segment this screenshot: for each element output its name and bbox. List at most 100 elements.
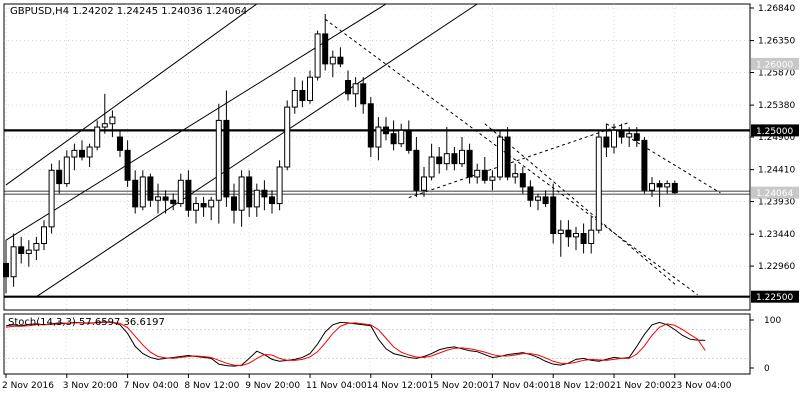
time-axis: 2 Nov 2016 3 Nov 20:00 7 Nov 04:00 8 Nov 12… xyxy=(2,374,732,391)
candle-body-bearish xyxy=(466,149,473,178)
candle-body-bullish xyxy=(664,183,671,188)
candle xyxy=(139,170,146,211)
candle xyxy=(390,120,397,151)
candle xyxy=(398,123,405,148)
candle-body-bearish xyxy=(269,196,275,205)
candle xyxy=(459,137,465,167)
candle-body-bullish xyxy=(588,229,595,244)
candle xyxy=(276,160,283,211)
candle-body-bearish xyxy=(405,129,412,151)
candle xyxy=(649,176,655,197)
candle-body-bullish xyxy=(611,129,617,148)
candle-body-bearish xyxy=(337,56,344,65)
candle-body-bullish xyxy=(375,126,382,148)
candle-body-bearish xyxy=(633,133,640,141)
candle xyxy=(413,137,420,197)
candle xyxy=(200,196,207,217)
price-tick-label: 1.23440 xyxy=(758,230,795,240)
candle-body-bearish xyxy=(124,149,131,181)
candle-body-bullish xyxy=(208,199,215,208)
candle xyxy=(436,147,443,174)
candle xyxy=(261,180,268,211)
candle xyxy=(337,47,344,68)
candle-body-bearish xyxy=(413,149,420,191)
candle-body-bullish xyxy=(238,176,245,211)
candle xyxy=(170,193,177,211)
price-label-text: 1.26000 xyxy=(756,60,793,70)
candle xyxy=(185,170,192,217)
candle xyxy=(109,110,116,138)
candle xyxy=(25,240,32,267)
candle-body-bearish xyxy=(56,169,63,185)
candle xyxy=(177,173,184,207)
candle xyxy=(550,183,557,244)
candle xyxy=(664,180,671,194)
time-tick-label: 14 Nov 12:00 xyxy=(367,381,428,391)
candle-body-bearish xyxy=(162,196,169,201)
time-tick-label: 18 Nov 12:00 xyxy=(549,381,610,391)
candle xyxy=(352,77,359,108)
candle xyxy=(147,173,154,207)
candle xyxy=(367,97,374,157)
candle-body-bearish xyxy=(117,136,123,151)
candle xyxy=(512,163,519,184)
candle-body-bearish xyxy=(481,169,488,181)
candle-body-bearish xyxy=(367,103,374,148)
candle-body-bullish xyxy=(25,249,32,254)
candle-body-bullish xyxy=(489,176,496,181)
candle-body-bullish xyxy=(48,169,55,228)
candle xyxy=(671,180,678,195)
price-tick-label: 1.25380 xyxy=(758,101,795,111)
candle-body-bearish xyxy=(671,182,678,194)
candle-body-bullish xyxy=(177,179,184,205)
candle xyxy=(405,120,412,154)
candle-body-bearish xyxy=(618,129,625,138)
candle xyxy=(284,100,291,171)
main-plot-frame xyxy=(3,3,751,311)
candle xyxy=(155,183,161,214)
stoch-plot-frame xyxy=(3,313,751,375)
price-tick-label: 1.22960 xyxy=(758,262,795,272)
candle-body-bearish xyxy=(504,136,511,178)
candle-body-bullish xyxy=(276,166,283,205)
candle-body-bullish xyxy=(307,76,313,101)
candle xyxy=(215,103,222,224)
price-label-text: 1.25000 xyxy=(756,127,793,137)
price-label-layer: 1.26000 1.25000 1.24064 1.22500 xyxy=(751,57,799,303)
candle xyxy=(557,220,564,257)
candle-body-bearish xyxy=(550,196,557,234)
candle-body-bullish xyxy=(573,233,579,238)
candle-body-bearish xyxy=(132,179,139,208)
candle-body-bullish xyxy=(557,229,564,235)
candle-body-bearish xyxy=(3,262,9,278)
dashed-trendline xyxy=(408,121,630,199)
candle-body-bearish xyxy=(565,229,572,238)
candle xyxy=(466,143,473,184)
candle xyxy=(527,180,534,207)
candle xyxy=(3,240,9,294)
candle-body-bullish xyxy=(33,242,40,251)
candle xyxy=(231,183,237,224)
candle-body-bullish xyxy=(428,156,435,178)
candle xyxy=(63,150,70,187)
candle-body-bullish xyxy=(421,176,427,191)
price-label-box xyxy=(751,186,799,199)
candle xyxy=(573,226,579,251)
candle xyxy=(375,117,382,161)
candle-body-bearish xyxy=(436,156,443,165)
candle xyxy=(542,190,549,207)
candle-body-bearish xyxy=(200,203,207,208)
candle-body-bullish xyxy=(398,129,405,145)
candle xyxy=(641,137,648,194)
candle-body-bullish xyxy=(155,196,161,201)
price-label-box xyxy=(751,290,799,303)
candle-body-bullish xyxy=(86,146,93,158)
price-tick-label: 1.24410 xyxy=(758,166,795,176)
candle-body-bullish xyxy=(626,133,633,138)
candle-body-bearish xyxy=(542,196,549,205)
candle xyxy=(193,196,199,224)
price-label-box xyxy=(751,124,799,137)
candle xyxy=(329,50,336,78)
